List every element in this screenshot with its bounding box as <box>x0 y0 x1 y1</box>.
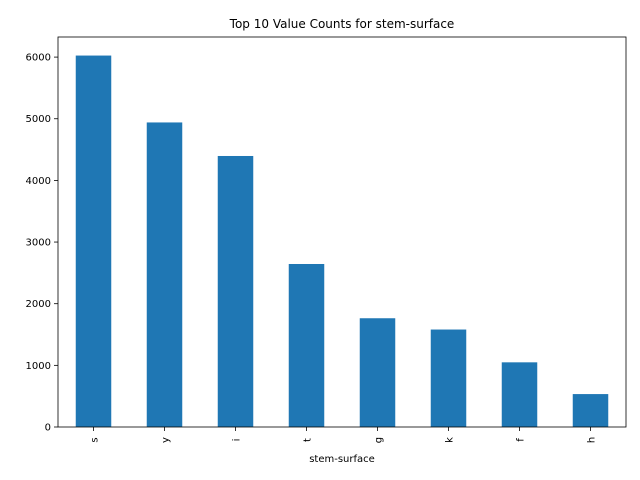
chart-title: Top 10 Value Counts for stem-surface <box>229 17 455 31</box>
bar-s <box>75 55 112 427</box>
y-tick-label: 5000 <box>26 114 51 125</box>
x-tick-label-t: t <box>303 438 314 442</box>
bar-y <box>146 122 183 427</box>
x-tick-label-y: y <box>161 437 172 443</box>
y-tick-label: 1000 <box>26 361 51 372</box>
x-tick-label-g: g <box>374 437 385 443</box>
x-tick-label-k: k <box>445 437 456 443</box>
bar-h <box>572 394 609 427</box>
x-tick-label-f: f <box>516 438 527 442</box>
bars-group <box>75 55 609 427</box>
y-tick-label: 6000 <box>26 53 51 64</box>
x-axis-label: stem-surface <box>309 454 375 465</box>
y-tick-label: 4000 <box>26 176 51 187</box>
y-tick-label: 3000 <box>26 238 51 249</box>
bar-g <box>359 318 396 427</box>
bar-i <box>217 155 254 427</box>
x-tick-label-h: h <box>587 437 598 443</box>
plot-frame <box>57 36 627 428</box>
x-tick-label-s: s <box>90 437 101 442</box>
y-tick-label: 0 <box>45 423 51 434</box>
bar-k <box>430 329 467 427</box>
bar-t <box>288 263 325 427</box>
bar-f <box>501 362 538 427</box>
y-tick-label: 2000 <box>26 299 51 310</box>
x-tick-label-i: i <box>232 439 243 442</box>
y-axis: 0 1000 2000 3000 4000 5000 6000 <box>26 53 58 434</box>
